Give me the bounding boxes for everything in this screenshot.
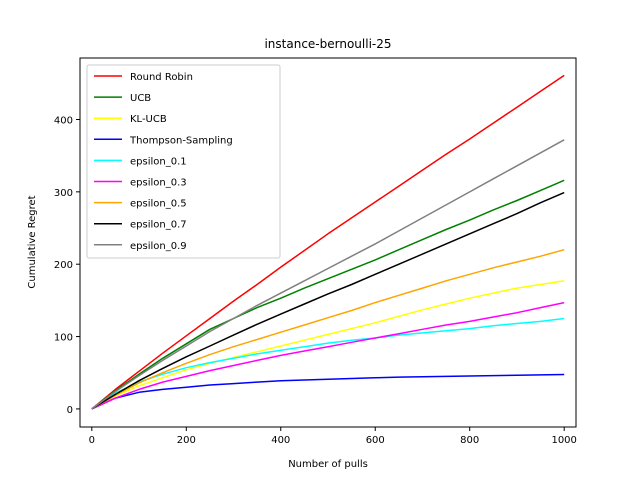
legend-box <box>86 64 281 259</box>
series-line-5 <box>91 301 565 410</box>
series-line-4 <box>91 317 565 410</box>
x-tick-label: 1000 <box>551 435 576 446</box>
y-axis-label: Cumulative Regret <box>27 195 38 288</box>
legend-label: Thompson-Sampling <box>129 135 233 146</box>
x-tick-label: 400 <box>271 435 290 446</box>
series-line-8 <box>91 139 565 410</box>
y-axis-ticks: 0 100 200 300 400 <box>54 116 80 416</box>
x-tick-label: 800 <box>460 435 479 446</box>
series-line-6 <box>91 248 565 410</box>
plot-lines <box>91 74 565 410</box>
series-line-2 <box>91 280 565 410</box>
legend-label: KL-UCB <box>130 114 167 125</box>
chart-title: instance-bernoulli-25 <box>264 37 391 51</box>
plot-frame <box>79 57 577 428</box>
legend-label: epsilon_0.1 <box>130 156 187 167</box>
x-tick-label: 200 <box>177 435 196 446</box>
legend-label: UCB <box>130 93 151 104</box>
legend-label: Round Robin <box>130 72 193 83</box>
y-tick-label: 0 <box>67 405 73 416</box>
series-line-7 <box>91 191 565 410</box>
x-tick-label: 0 <box>89 435 95 446</box>
x-axis-ticks: 0 200 400 600 800 1000 <box>89 427 577 446</box>
x-tick-label: 600 <box>366 435 385 446</box>
y-tick-label: 300 <box>54 188 73 199</box>
legend-label: epsilon_0.7 <box>130 220 187 231</box>
x-axis-label: Number of pulls <box>288 459 368 470</box>
series-line-1 <box>91 179 565 410</box>
legend-label: epsilon_0.5 <box>130 199 187 210</box>
series-line-3 <box>91 373 565 410</box>
legend-label: epsilon_0.9 <box>130 241 187 252</box>
y-tick-label: 400 <box>54 116 73 127</box>
y-tick-label: 100 <box>54 333 73 344</box>
legend-label: epsilon_0.3 <box>130 178 187 189</box>
series-line-0 <box>91 74 565 410</box>
legend: Round Robin UCB KL-UCB Thompson-Sampling eps… <box>86 64 281 259</box>
y-tick-label: 200 <box>54 260 73 271</box>
